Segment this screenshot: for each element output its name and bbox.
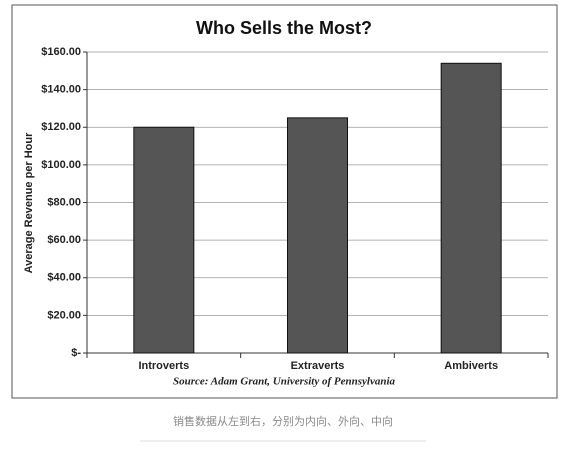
x-tick-label: Introverts (138, 360, 189, 372)
y-tick-label: $120.00 (41, 121, 81, 133)
source-note: Source: Adam Grant, University of Pennsy… (173, 376, 396, 388)
bar (133, 126, 195, 354)
y-tick-label: $160.00 (41, 46, 81, 58)
caption: 销售数据从左到右，分别为内向、外向、中向 (173, 414, 393, 428)
y-tick-label: $- (71, 347, 81, 359)
y-tick-label: $100.00 (41, 159, 81, 171)
y-tick-label: $80.00 (47, 196, 81, 208)
x-tick-label: Extraverts (291, 360, 345, 372)
y-tick-label: $20.00 (47, 309, 81, 321)
x-tick-label: Ambiverts (444, 360, 498, 372)
y-tick-label: $140.00 (41, 84, 81, 96)
y-axis-label: Average Revenue per Hour (23, 132, 35, 274)
y-tick-label: $60.00 (47, 234, 81, 246)
chart-title: Who Sells the Most? (196, 18, 372, 38)
y-tick-label: $40.00 (47, 272, 81, 284)
bar (440, 62, 502, 354)
bar (287, 117, 348, 354)
